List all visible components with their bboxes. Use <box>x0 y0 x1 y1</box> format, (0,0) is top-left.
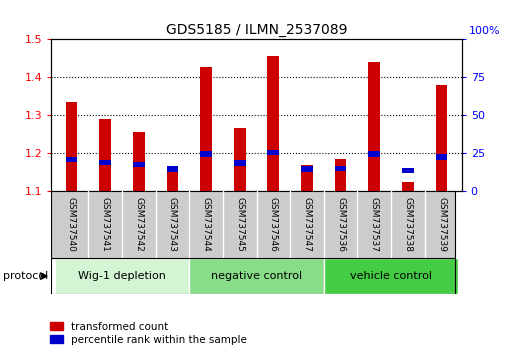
Bar <box>436 154 447 160</box>
Text: GSM737542: GSM737542 <box>134 196 143 251</box>
Bar <box>436 85 447 191</box>
Bar <box>200 68 212 191</box>
Bar <box>368 62 380 191</box>
Text: 100%: 100% <box>469 26 500 36</box>
Bar <box>133 162 145 167</box>
Bar <box>234 160 246 166</box>
Bar <box>301 166 313 172</box>
Text: GSM737544: GSM737544 <box>202 196 210 251</box>
Bar <box>200 151 212 156</box>
Text: GSM737546: GSM737546 <box>269 196 278 251</box>
Bar <box>368 151 380 156</box>
Bar <box>167 169 179 191</box>
Bar <box>99 160 111 165</box>
Bar <box>133 132 145 191</box>
Text: GSM737537: GSM737537 <box>370 196 379 252</box>
Text: GSM737543: GSM737543 <box>168 196 177 251</box>
Bar <box>301 165 313 191</box>
Bar <box>167 166 179 172</box>
Text: GSM737545: GSM737545 <box>235 196 244 251</box>
Bar <box>402 168 414 173</box>
Text: GSM737547: GSM737547 <box>303 196 311 251</box>
Text: GSM737540: GSM737540 <box>67 196 76 251</box>
Text: GSM737541: GSM737541 <box>101 196 110 251</box>
Text: protocol: protocol <box>3 271 48 281</box>
Text: GSM737538: GSM737538 <box>403 196 412 252</box>
Bar <box>334 159 346 191</box>
Text: GSM737539: GSM737539 <box>437 196 446 252</box>
Bar <box>99 119 111 191</box>
Text: vehicle control: vehicle control <box>350 271 432 281</box>
Bar <box>66 156 77 162</box>
Text: negative control: negative control <box>211 271 302 281</box>
Bar <box>55 258 189 294</box>
Bar <box>402 182 414 191</box>
Bar <box>267 56 279 191</box>
Bar <box>66 102 77 191</box>
Bar <box>234 129 246 191</box>
Bar <box>324 258 458 294</box>
Bar <box>267 150 279 155</box>
Text: Wig-1 depletion: Wig-1 depletion <box>78 271 166 281</box>
Text: GSM737536: GSM737536 <box>336 196 345 252</box>
Bar <box>189 258 324 294</box>
Legend: transformed count, percentile rank within the sample: transformed count, percentile rank withi… <box>46 317 251 349</box>
Title: GDS5185 / ILMN_2537089: GDS5185 / ILMN_2537089 <box>166 23 347 36</box>
Bar <box>334 166 346 171</box>
